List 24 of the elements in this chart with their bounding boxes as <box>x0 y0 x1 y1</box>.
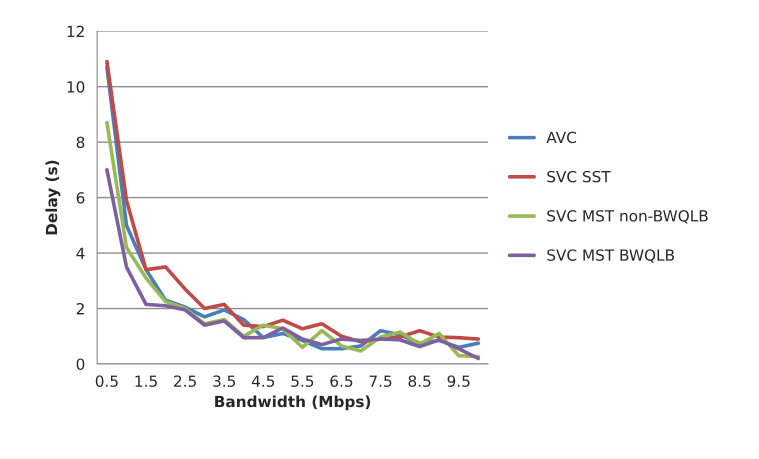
legend-label: SVC MST non-BWQLB <box>547 210 708 224</box>
legend-label: SVC MST BWQLB <box>547 249 674 263</box>
x-tick-label: 0.5 <box>96 375 118 387</box>
x-tick-label: 6.5 <box>330 375 352 387</box>
line-series <box>105 168 480 360</box>
x-tick-label: 1.5 <box>136 376 157 387</box>
y-tick-label: 12 <box>68 26 84 38</box>
x-tick-label: 8.5 <box>408 375 430 387</box>
legend-label: AVC <box>546 132 576 144</box>
x-tick-label: 9.5 <box>448 375 470 387</box>
y-tick-label: 4 <box>76 248 84 259</box>
x-tick-label: 3.5 <box>213 375 236 387</box>
x-tick-label: 5.5 <box>291 376 314 387</box>
legend-label: SVC SST <box>547 170 611 182</box>
x-axis-title: Bandwidth (Mbps) <box>215 395 370 410</box>
y-tick-label: 6 <box>76 192 84 204</box>
y-axis-title: Delay (s) <box>45 160 60 234</box>
x-tick-label: 7.5 <box>370 376 392 387</box>
y-tick-label: 2 <box>76 302 84 314</box>
y-tick-label: 10 <box>68 81 84 93</box>
y-tick-label: 8 <box>76 136 84 148</box>
x-tick-label: 4.5 <box>252 376 274 387</box>
x-tick-label: 2.5 <box>174 375 196 387</box>
y-tick-label: 0 <box>76 358 84 370</box>
